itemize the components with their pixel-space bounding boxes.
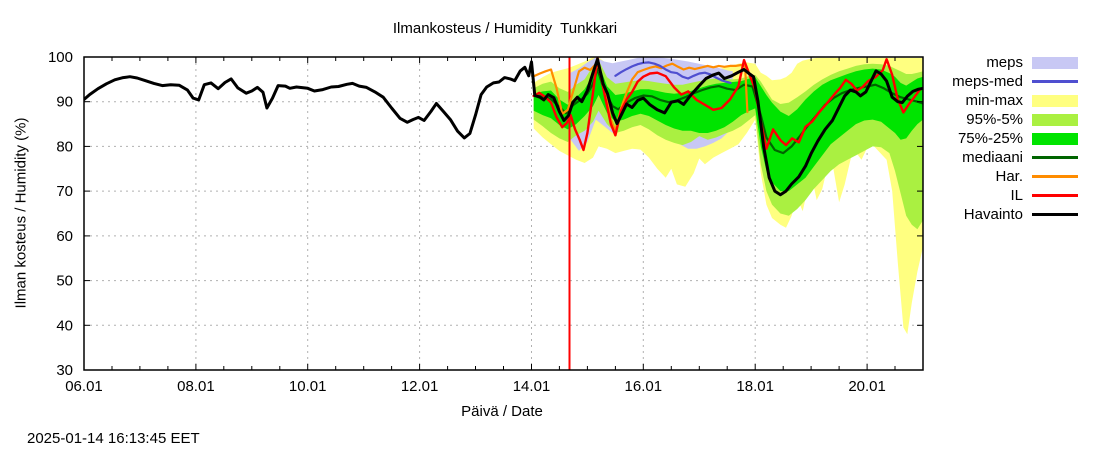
y-tick-label: 30	[56, 362, 73, 379]
y-tick-label: 80	[56, 138, 73, 155]
legend-swatch-mediaani	[1032, 156, 1078, 159]
y-tick-label: 100	[48, 49, 73, 66]
legend-band-sample-meps	[1032, 56, 1078, 69]
legend-swatch-il	[1032, 194, 1078, 197]
legend-swatch-meps	[1032, 56, 1078, 69]
legend-swatch-75-25	[1032, 132, 1078, 145]
y-tick-label: 40	[56, 317, 73, 334]
legend: meps meps-med min-max 95%-5% 75%-25% mediaani…	[952, 53, 1078, 224]
legend-item-havainto: Havainto	[952, 205, 1078, 224]
legend-swatch-har	[1032, 175, 1078, 178]
legend-line-sample-har	[1032, 175, 1078, 178]
x-tick-label: 14.01	[513, 378, 551, 395]
legend-item-min-max: min-max	[952, 91, 1078, 110]
x-tick-label: 20.01	[848, 378, 886, 395]
legend-line-sample-il	[1032, 194, 1078, 197]
legend-label-meps: meps	[986, 54, 1023, 71]
y-tick-label: 90	[56, 94, 73, 111]
legend-label-min-max: min-max	[965, 92, 1023, 109]
legend-label-95-5: 95%-5%	[966, 111, 1023, 128]
legend-label-meps-med: meps-med	[952, 73, 1023, 90]
legend-item-75-25: 75%-25%	[952, 129, 1078, 148]
legend-band-sample-min-max	[1032, 94, 1078, 107]
series-har-line	[532, 61, 749, 132]
y-tick-label: 60	[56, 228, 73, 245]
x-tick-label: 08.01	[177, 378, 215, 395]
legend-label-il: IL	[1010, 187, 1023, 204]
legend-line-sample-mediaani	[1032, 156, 1078, 159]
legend-label-havainto: Havainto	[963, 206, 1023, 223]
y-axis-label: Ilman kosteus / Humidity (%)	[12, 117, 30, 309]
y-tick-label: 50	[56, 273, 73, 290]
legend-band-sample-75-25	[1032, 132, 1078, 145]
x-tick-label: 10.01	[289, 378, 327, 395]
legend-line-sample-meps-med	[1032, 80, 1078, 83]
y-tick-label: 70	[56, 183, 73, 200]
page-title: Ilmankosteus / Humidity Tunkkari	[392, 20, 618, 37]
legend-band-sample-95-5	[1032, 113, 1078, 126]
legend-item-mediaani: mediaani	[952, 148, 1078, 167]
x-axis-label: Päivä / Date	[461, 403, 543, 420]
legend-label-75-25: 75%-25%	[957, 130, 1023, 147]
legend-item-il: IL	[952, 186, 1078, 205]
x-tick-label: 12.01	[401, 378, 439, 395]
legend-label-mediaani: mediaani	[962, 149, 1023, 166]
series-havainto-line	[84, 57, 923, 197]
timestamp: 2025-01-14 16:13:45 EET	[27, 430, 200, 447]
legend-item-meps-med: meps-med	[952, 72, 1078, 91]
tick-labels: 06.01 08.01 10.01 12.01 14.01 16.01 18.01 20.01…	[48, 49, 886, 395]
legend-item-meps: meps	[952, 53, 1078, 72]
x-tick-label: 16.01	[625, 378, 663, 395]
band-75-25	[533, 63, 923, 192]
legend-swatch-havainto	[1032, 213, 1078, 216]
legend-line-sample-havainto	[1032, 213, 1078, 216]
legend-item-har: Har.	[952, 167, 1078, 186]
legend-item-95-5: 95%-5%	[952, 110, 1078, 129]
legend-swatch-95-5	[1032, 113, 1078, 126]
legend-swatch-meps-med	[1032, 80, 1078, 83]
x-tick-label: 06.01	[65, 378, 103, 395]
axis-ticks	[83, 56, 924, 371]
series-il-line	[532, 57, 923, 152]
legend-label-har: Har.	[995, 168, 1023, 185]
legend-swatch-min-max	[1032, 94, 1078, 107]
gridlines	[84, 57, 923, 370]
x-tick-label: 18.01	[736, 378, 774, 395]
